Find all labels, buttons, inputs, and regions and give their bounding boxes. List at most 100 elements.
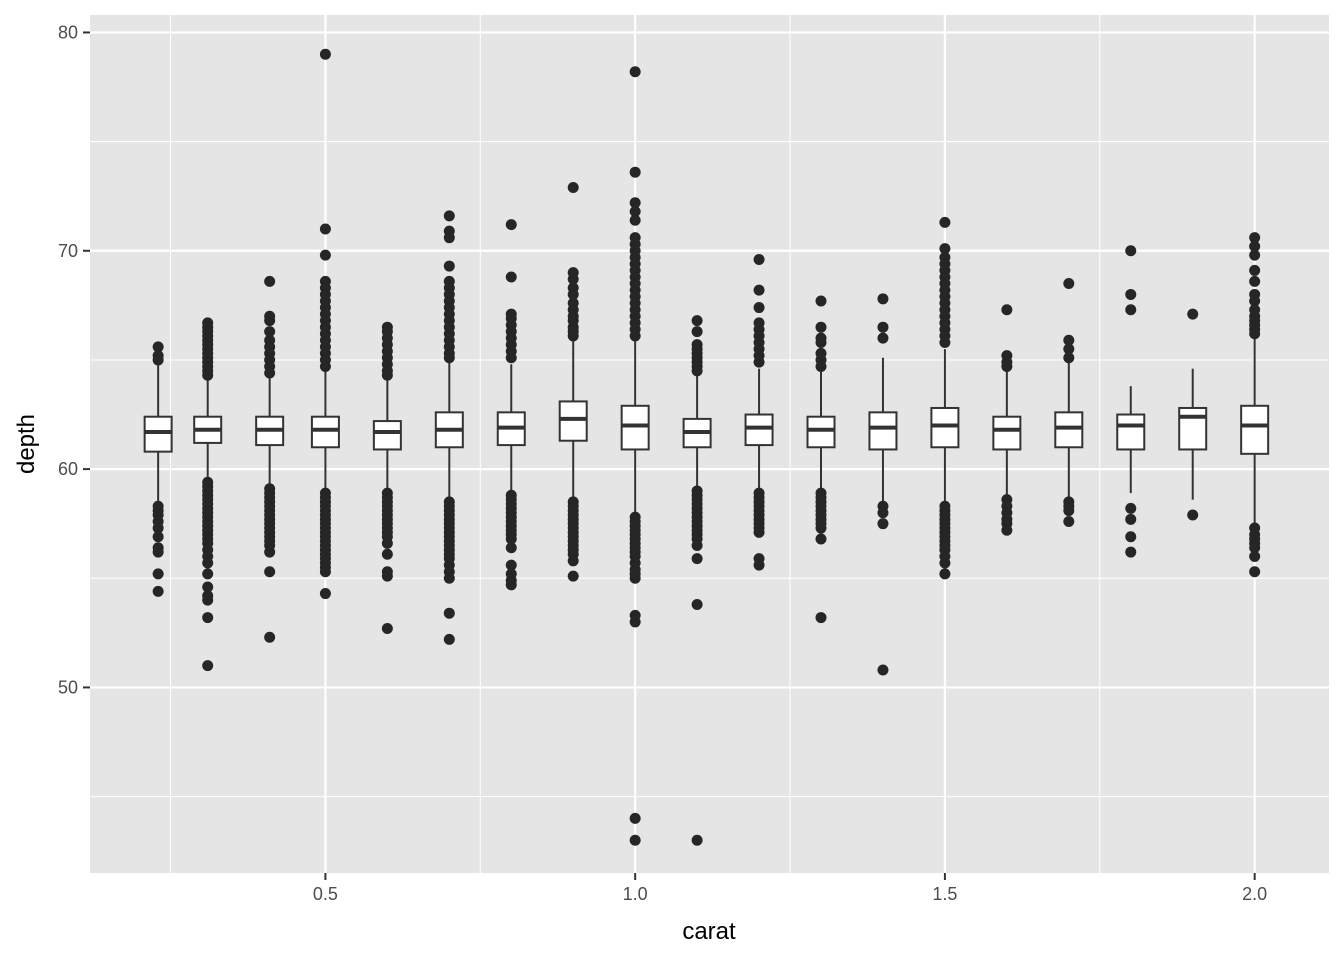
outlier-point [505,579,517,591]
box-group [193,317,223,672]
outlier-point [505,219,517,231]
outlier-point [691,598,703,610]
outlier-point [877,332,889,344]
box-group [1240,232,1270,578]
box-group [930,216,960,580]
box-group [255,275,285,643]
box-iqr [1178,406,1208,451]
outlier-point [1249,275,1261,287]
outlier-point [629,330,641,342]
outlier-point [319,48,331,60]
y-tick-label: 50 [58,677,78,697]
outlier-point [319,360,331,372]
outlier-point [629,572,641,584]
outlier-point [1187,509,1199,521]
outlier-point [691,365,703,377]
box-group [682,315,712,846]
outlier-point [753,284,765,296]
outlier-point [202,369,214,381]
outlier-point [753,356,765,368]
outlier-point [381,622,393,634]
outlier-point [939,243,951,255]
box-group [496,219,526,591]
outlier-point [877,321,889,333]
outlier-point [1249,566,1261,578]
box-iqr [744,413,774,447]
outlier-point [691,540,703,552]
outlier-point [1063,334,1075,346]
box-series [143,48,1270,846]
outlier-point [939,336,951,348]
outlier-point [505,542,517,554]
outlier-point [202,581,214,593]
outlier-point [1125,502,1137,514]
outlier-point [939,216,951,228]
outlier-point [152,341,164,353]
box-iqr [143,415,173,453]
outlier-point [319,223,331,235]
outlier-point [1249,550,1261,562]
outlier-point [264,315,276,327]
outlier-point [152,585,164,597]
outlier-point [629,166,641,178]
outlier-point [567,181,579,193]
box-iqr [372,420,402,451]
outlier-point [202,660,214,672]
outlier-point [1249,542,1261,554]
box-group [868,293,898,676]
x-axis-title: carat [682,918,736,945]
y-tick-label: 60 [58,459,78,479]
outlier-point [629,616,641,628]
outlier-point [1249,328,1261,340]
outlier-point [1125,513,1137,525]
outlier-point [264,631,276,643]
outlier-point [1063,343,1075,355]
outlier-point [753,302,765,314]
box-group [1178,308,1208,521]
outlier-point [1125,245,1137,257]
outlier-point [381,369,393,381]
outlier-point [815,522,827,534]
outlier-point [443,607,455,619]
outlier-point [1187,308,1199,320]
box-iqr [1054,411,1084,449]
outlier-point [264,546,276,558]
outlier-point [443,260,455,272]
outlier-point [815,360,827,372]
outlier-point [567,330,579,342]
box-group [1054,278,1084,528]
outlier-point [505,352,517,364]
outlier-point [753,254,765,266]
outlier-point [939,568,951,580]
outlier-point [1249,249,1261,261]
outlier-point [877,518,889,530]
box-iqr [992,415,1022,451]
outlier-point [381,548,393,560]
outlier-point [691,315,703,327]
outlier-point [629,834,641,846]
box-group [558,181,588,582]
box-iqr [930,406,960,449]
box-iqr [868,411,898,451]
box-group [372,321,402,634]
outlier-point [567,555,579,567]
outlier-point [1249,264,1261,276]
box-iqr [620,404,650,451]
y-axis-title: depth [13,414,40,474]
x-tick-label: 0.5 [313,884,338,904]
box-iqr [806,415,836,449]
outlier-point [753,526,765,538]
outlier-point [1125,531,1137,543]
x-tick-label: 1.5 [932,884,957,904]
outlier-point [815,533,827,545]
outlier-point [152,531,164,543]
outlier-point [815,336,827,348]
outlier-point [815,321,827,333]
box-iqr [1116,413,1146,451]
x-tick-label: 1.0 [623,884,648,904]
outlier-point [152,546,164,558]
x-axis: 0.5 1.0 1.5 2.0 [313,873,1267,904]
outlier-point [443,633,455,645]
box-iqr [558,400,588,442]
